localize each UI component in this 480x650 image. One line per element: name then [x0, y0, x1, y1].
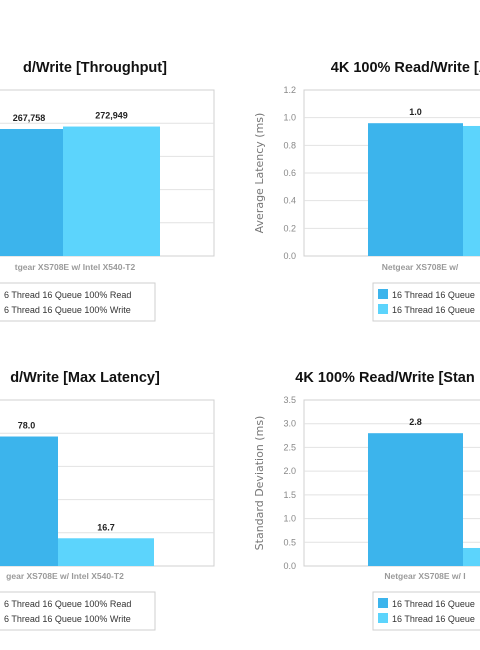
- y-axis-label: Standard Deviation (ms): [253, 416, 266, 551]
- x-category-label: gear XS708E w/ Intel X540-T2: [6, 571, 124, 581]
- bar-series-1: [0, 129, 63, 256]
- y-tick-label: 2.5: [283, 442, 296, 452]
- y-tick-label: 0.0: [283, 251, 296, 261]
- x-category-label: Netgear XS708E w/: [382, 262, 459, 272]
- legend-swatch-1: [378, 289, 388, 299]
- bar-series-2: [463, 125, 480, 256]
- y-tick-label: 0.8: [283, 140, 296, 150]
- y-tick-label: 3.5: [283, 395, 296, 405]
- y-axis-label: Average Latency (ms): [253, 113, 266, 234]
- bar-series-1: [368, 123, 463, 256]
- data-label: 272,949: [95, 111, 128, 121]
- legend-swatch-2: [378, 304, 388, 314]
- data-label: 1.0: [409, 107, 422, 117]
- bar-series-2: [463, 547, 480, 566]
- y-tick-label: 0.4: [283, 196, 296, 206]
- y-tick-label: 0.6: [283, 168, 296, 178]
- legend-box: [0, 282, 156, 322]
- legend-item-label: 6 Thread 16 Queue 100% Write: [4, 614, 131, 624]
- y-tick-label: 3.0: [283, 419, 296, 429]
- legend-box: [372, 591, 480, 631]
- y-tick-label: 2.0: [283, 466, 296, 476]
- legend-item-label: 16 Thread 16 Queue: [392, 290, 475, 300]
- bar-series-2: [63, 126, 160, 256]
- chart-title: 4K 100% Read/Write [Stan: [295, 370, 474, 386]
- data-label: 267,758: [13, 113, 46, 123]
- data-label: 2.8: [409, 417, 422, 427]
- data-label: 78.0: [18, 421, 36, 431]
- legend-item-label: 16 Thread 16 Queue: [392, 599, 475, 609]
- y-tick-label: 0.0: [283, 561, 296, 571]
- y-tick-label: 1.2: [283, 85, 296, 95]
- bar-series-1: [368, 433, 463, 566]
- legend-item-label: 16 Thread 16 Queue: [392, 614, 475, 624]
- y-tick-label: 1.0: [283, 113, 296, 123]
- legend-box: [0, 591, 156, 631]
- chart-title: d/Write [Throughput]: [23, 60, 167, 76]
- chart-panel-1: d/Write [Throughput] 267,758 272,949 tgear …: [0, 60, 215, 322]
- legend-item-label: 6 Thread 16 Queue 100% Read: [4, 599, 131, 609]
- x-category-label: Netgear XS708E w/ I: [384, 571, 465, 581]
- bar-series-2: [58, 538, 154, 566]
- legend-item-label: 6 Thread 16 Queue 100% Read: [4, 290, 131, 300]
- y-tick-label: 0.2: [283, 223, 296, 233]
- y-tick-label: 0.5: [283, 537, 296, 547]
- data-label: 16.7: [97, 522, 115, 532]
- y-tick-label: 1.5: [283, 490, 296, 500]
- chart-title: 4K 100% Read/Write [A: [331, 60, 480, 76]
- y-tick-label: 1.0: [283, 514, 296, 524]
- legend-box: [372, 282, 480, 322]
- legend-item-label: 6 Thread 16 Queue 100% Write: [4, 305, 131, 315]
- x-category-label: tgear XS708E w/ Intel X540-T2: [15, 262, 136, 272]
- chart-panel-2: 4K 100% Read/Write [A 0.0 0.2 0.4 0.6 0.8 1.0 1…: [253, 60, 480, 322]
- chart-title: d/Write [Max Latency]: [10, 370, 160, 386]
- legend-item-label: 16 Thread 16 Queue: [392, 305, 475, 315]
- legend-swatch-1: [378, 598, 388, 608]
- chart-panel-4: 4K 100% Read/Write [Stan 0.0 0.5 1.0 1.5 2.0 2…: [253, 370, 480, 631]
- chart-panel-3: d/Write [Max Latency] 78.0 16.7 gear XS708E…: [0, 370, 215, 631]
- bar-series-1: [0, 436, 58, 566]
- legend-swatch-2: [378, 613, 388, 623]
